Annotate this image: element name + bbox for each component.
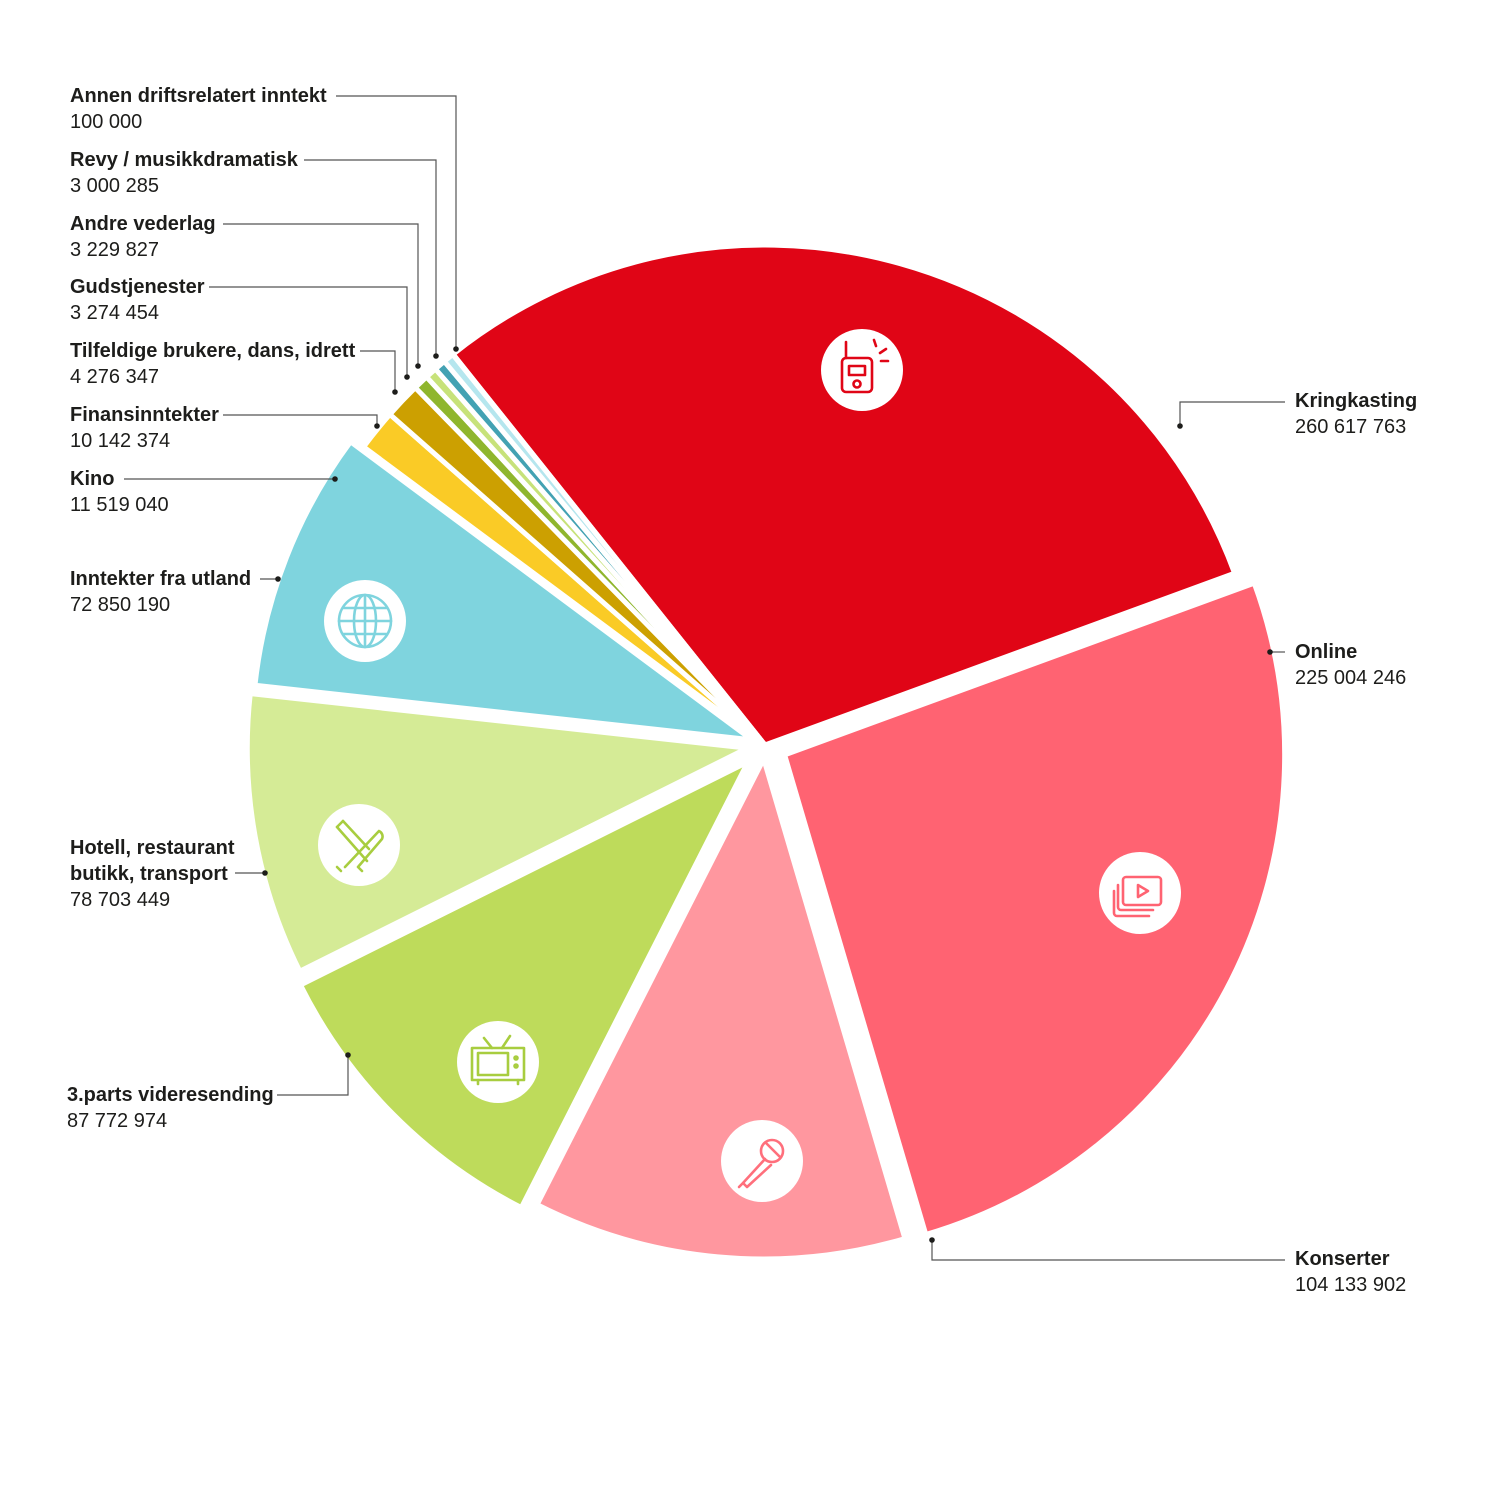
slice-name-label: Kino	[70, 468, 114, 490]
slice-name-label: Konserter	[1295, 1248, 1390, 1270]
slice-value-label: 3 000 285	[70, 175, 159, 197]
slice-value-label: 11 519 040	[70, 494, 169, 516]
slice-name-label: Gudstjenester	[70, 276, 205, 298]
leader-dot	[929, 1237, 935, 1243]
slice-value-label: 10 142 374	[70, 430, 170, 452]
leader-dot	[345, 1052, 351, 1058]
leader-line	[1179, 401, 1285, 426]
slice-value-label: 78 703 449	[70, 889, 170, 911]
cutlery-icon	[318, 804, 400, 886]
pie-slices	[244, 242, 1288, 1262]
pie-slice-3-parts-videresending	[297, 759, 751, 1211]
video-play-icon	[1099, 852, 1181, 934]
leader-dot	[453, 346, 459, 352]
leader-dot	[415, 363, 421, 369]
leader-line	[304, 159, 437, 356]
label-tilfeldige-brukere-dans-idrett: Tilfeldige brukere, dans, idrett 4 276 34…	[70, 340, 398, 395]
label-andre-vederlag: Andre vederlag 3 229 827	[70, 213, 421, 369]
leader-dot	[392, 389, 398, 395]
slice-name-label: 3.parts videresending	[67, 1084, 274, 1106]
leader-dot	[275, 576, 281, 582]
slice-value-label: 225 004 246	[1295, 667, 1406, 689]
label-gudstjenester: Gudstjenester 3 274 454	[70, 276, 410, 380]
slice-value-label: 87 772 974	[67, 1110, 167, 1132]
slice-name-label: Revy / musikkdramatisk	[70, 149, 299, 171]
tv-icon	[457, 1021, 539, 1103]
slice-name-label: butikk, transport	[70, 863, 228, 885]
slice-value-label: 72 850 190	[70, 594, 170, 616]
label-inntekter-fra-utland: Inntekter fra utland 72 850 190	[70, 568, 281, 616]
pie-slice-konserter	[534, 756, 908, 1262]
label-konserter: Konserter 104 133 902	[929, 1237, 1406, 1296]
pie-slice-inntekter-fra-utland	[252, 439, 755, 743]
leader-dot	[374, 423, 380, 429]
leader-line	[209, 286, 408, 377]
microphone-icon	[721, 1120, 803, 1202]
slice-value-label: 3 229 827	[70, 239, 159, 261]
leader-dot	[1267, 649, 1273, 655]
slice-name-label: Annen driftsrelatert inntekt	[70, 85, 327, 107]
label-hotell-restaurant: Hotell, restaurant butikk, transport 78 70…	[70, 837, 268, 911]
leader-dot	[1177, 423, 1183, 429]
leader-dot	[262, 870, 268, 876]
slice-name-label: Hotell, restaurant	[70, 837, 235, 859]
slice-value-label: 260 617 763	[1295, 416, 1406, 438]
leader-line	[360, 350, 396, 392]
pie-slice-online	[782, 580, 1288, 1238]
slice-labels: Kringkasting 260 617 763 Online 225 004 246…	[67, 85, 1417, 1296]
leader-line	[277, 1055, 349, 1096]
label-3-parts-videresending: 3.parts videresending 87 772 974	[67, 1052, 351, 1132]
radio-icon	[821, 329, 903, 411]
label-revy-musikkdramatisk: Revy / musikkdramatisk 3 000 285	[70, 149, 439, 359]
label-kringkasting: Kringkasting 260 617 763	[1177, 390, 1417, 438]
label-annen-driftsrelatert-inntekt: Annen driftsrelatert inntekt 100 000	[70, 85, 459, 352]
slice-value-label: 3 274 454	[70, 302, 159, 324]
pie-slice-hotell-restaurant	[244, 691, 750, 974]
label-online: Online 225 004 246	[1267, 641, 1406, 689]
slice-name-label: Tilfeldige brukere, dans, idrett	[70, 340, 356, 362]
leader-dot	[404, 374, 410, 380]
slice-name-label: Finansinntekter	[70, 404, 219, 426]
leader-dot	[332, 476, 338, 482]
pie-slice-kringkasting	[450, 242, 1238, 748]
slice-name-label: Kringkasting	[1295, 390, 1417, 412]
leader-line	[931, 1240, 1285, 1261]
leader-line	[336, 95, 457, 349]
leader-dot	[433, 353, 439, 359]
slice-icons	[318, 329, 1181, 1202]
slice-name-label: Inntekter fra utland	[70, 568, 251, 590]
pie-slice-annen-driftsrelatert-inntekt	[450, 351, 768, 748]
label-kino: Kino 11 519 040	[70, 468, 338, 516]
slice-value-label: 104 133 902	[1295, 1274, 1406, 1296]
label-finansinntekter: Finansinntekter 10 142 374	[70, 404, 380, 452]
leader-line	[223, 223, 419, 366]
leader-line	[223, 414, 378, 426]
slice-value-label: 100 000	[70, 111, 142, 133]
slice-name-label: Online	[1295, 641, 1357, 663]
slice-name-label: Andre vederlag	[70, 213, 216, 235]
globe-icon	[324, 580, 406, 662]
slice-value-label: 4 276 347	[70, 366, 159, 388]
